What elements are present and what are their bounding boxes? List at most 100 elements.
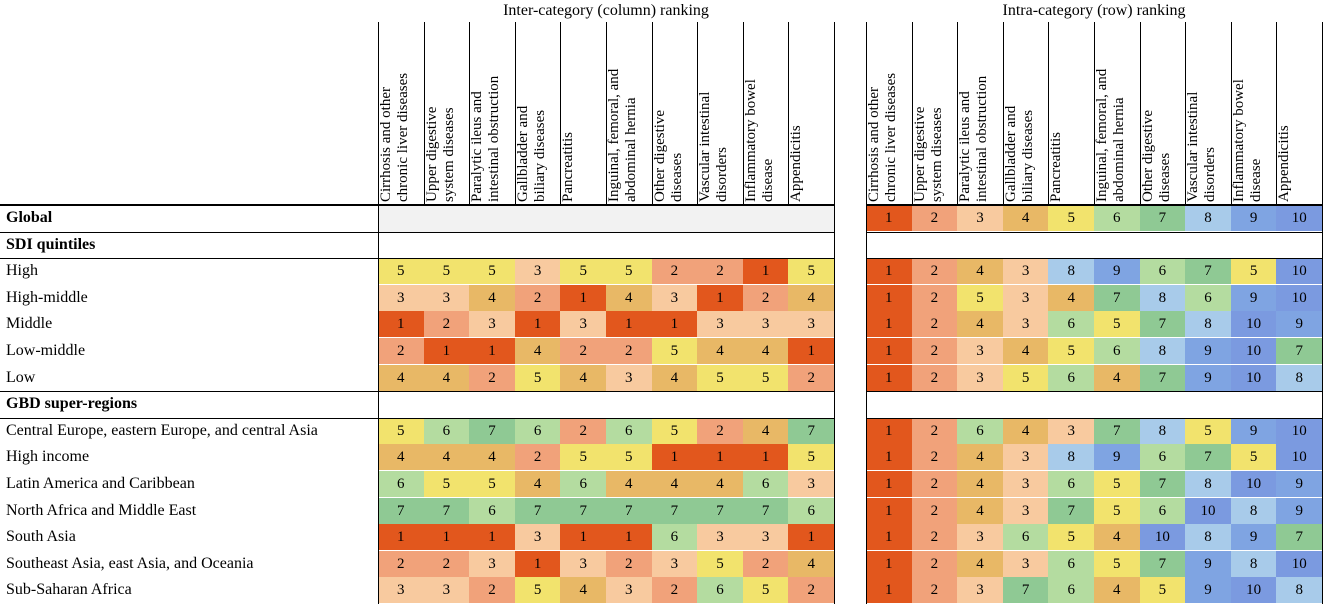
intra-rank-cell: 9 (1276, 311, 1322, 338)
intra-rank-cell: 8 (1185, 311, 1231, 338)
intra-column-header: Appendicitis (1276, 24, 1322, 204)
inter-rank-cell: 2 (560, 417, 606, 444)
inter-rank-cell: 5 (423, 258, 470, 285)
inter-column-header: Cirrhosis and other chronic liver diseas… (378, 24, 424, 204)
intra-rank-cell: 1 (866, 417, 912, 444)
row-divider (866, 417, 1322, 419)
inter-rank-cell: 4 (697, 338, 743, 364)
intra-column-header-label: Inflammatory bowel disease (1230, 79, 1264, 202)
intra-rank-cell: 10 (1230, 311, 1277, 338)
inter-rank-cell: 4 (742, 417, 789, 444)
intra-rank-cell: 6 (1139, 444, 1186, 471)
inter-rank-cell: 1 (378, 524, 424, 551)
intra-rank-cell: 2 (911, 284, 958, 311)
inter-rank-cell: 4 (469, 444, 515, 471)
inter-rank-cell: 3 (651, 284, 698, 311)
intra-rank-cell: 3 (1002, 471, 1049, 497)
row-divider (0, 417, 834, 419)
row-label: North Africa and Middle East (6, 501, 197, 519)
row-label: Sub-Saharan Africa (6, 581, 132, 599)
global-empty-strip (378, 205, 834, 232)
inter-rank-cell: 6 (651, 524, 698, 551)
inter-rank-cell: 1 (742, 258, 789, 285)
inter-rank-cell: 7 (560, 497, 606, 524)
column-divider (606, 22, 607, 204)
intra-column-header: Inflammatory bowel disease (1231, 24, 1277, 204)
inter-rank-cell: 4 (560, 577, 606, 604)
inter-column-header-label: Paralytic ileus and intestinal obstructi… (469, 75, 503, 202)
inter-rank-cell: 7 (742, 497, 789, 524)
intra-rank-cell: 8 (1230, 497, 1277, 524)
inter-rank-cell: 2 (651, 577, 698, 604)
column-divider (911, 22, 913, 204)
intra-column-header-label: Vascular intestinal disorders (1185, 91, 1219, 202)
inter-rank-cell: 1 (469, 338, 515, 364)
intra-rank-cell: 10 (1276, 550, 1322, 577)
inter-column-header-label: Gallbladder and biliary diseases (514, 105, 548, 202)
row-label: High income (6, 448, 90, 466)
intra-rank-cell: 10 (1276, 258, 1322, 285)
intra-rank-cell: 8 (1185, 524, 1231, 551)
intra-rank-cell: 9 (1230, 284, 1277, 311)
inter-rank-cell: 3 (469, 311, 515, 338)
intra-rank-cell: 9 (1185, 338, 1231, 364)
inter-rank-cell: 2 (697, 417, 743, 444)
inter-rank-cell: 1 (697, 444, 743, 471)
inter-rank-cell: 7 (697, 497, 743, 524)
intra-rank-cell: 9 (1185, 364, 1231, 391)
intra-rank-cell: 6 (1094, 205, 1140, 231)
inter-rank-cell: 2 (742, 550, 789, 577)
row-divider (866, 231, 1322, 233)
inter-rank-cell: 2 (788, 577, 834, 604)
row-label: Latin America and Caribbean (6, 475, 195, 492)
inter-rank-cell: 2 (514, 284, 561, 311)
panel-left-border (378, 22, 379, 604)
column-divider (1002, 22, 1004, 204)
inter-rank-cell: 5 (651, 338, 698, 364)
intra-rank-cell: 2 (911, 205, 958, 231)
intra-rank-cell: 10 (1230, 338, 1277, 364)
intra-rank-cell: 9 (1185, 550, 1231, 577)
inter-column-header: Upper digestive system diseases (424, 24, 470, 204)
inter-rank-cell: 4 (423, 444, 470, 471)
intra-rank-cell: 4 (1094, 364, 1140, 391)
row-divider (866, 205, 1322, 206)
inter-rank-cell: 7 (378, 497, 424, 524)
inter-rank-cell: 3 (742, 311, 789, 338)
intra-column-header-label: Pancreatitis (1048, 132, 1065, 202)
column-divider (1048, 22, 1050, 204)
intra-rank-cell: 2 (911, 364, 958, 391)
inter-rank-cell: 4 (378, 444, 424, 471)
intra-rank-cell: 5 (1094, 311, 1140, 338)
intra-column-header: Cirrhosis and other chronic liver diseas… (866, 24, 912, 204)
column-divider (1094, 22, 1095, 204)
inter-rank-cell: 5 (378, 258, 424, 285)
intra-rank-cell: 1 (866, 577, 912, 604)
intra-rank-cell: 2 (911, 311, 958, 338)
column-divider (1230, 22, 1232, 204)
intra-rank-cell: 2 (911, 258, 958, 285)
intra-rank-cell: 7 (1002, 577, 1049, 604)
intra-rank-cell: 6 (1048, 577, 1094, 604)
row-label: South Asia (6, 528, 76, 546)
column-divider (1185, 22, 1187, 204)
intra-rank-cell: 7 (1139, 550, 1186, 577)
inter-rank-cell: 4 (697, 471, 743, 497)
row-label: Middle (6, 315, 53, 333)
intra-rank-cell: 5 (1230, 258, 1277, 285)
intra-rank-cell: 5 (1185, 417, 1231, 444)
inter-rank-cell: 4 (378, 364, 424, 391)
inter-rank-cell: 2 (606, 338, 652, 364)
inter-column-header: Inflammatory bowel disease (743, 24, 789, 204)
intra-rank-cell: 2 (911, 338, 958, 364)
inter-column-header: Appendicitis (788, 24, 834, 204)
inter-rank-cell: 3 (378, 577, 424, 604)
intra-rank-cell: 4 (957, 444, 1003, 471)
intra-rank-cell: 3 (1002, 550, 1049, 577)
intra-rank-cell: 10 (1276, 284, 1322, 311)
inter-rank-cell: 5 (742, 577, 789, 604)
left-panel-title: Inter-category (column) ranking (503, 2, 709, 19)
intra-rank-cell: 4 (957, 258, 1003, 285)
intra-rank-cell: 4 (1002, 417, 1049, 444)
row-label: Southeast Asia, east Asia, and Oceania (6, 554, 254, 572)
